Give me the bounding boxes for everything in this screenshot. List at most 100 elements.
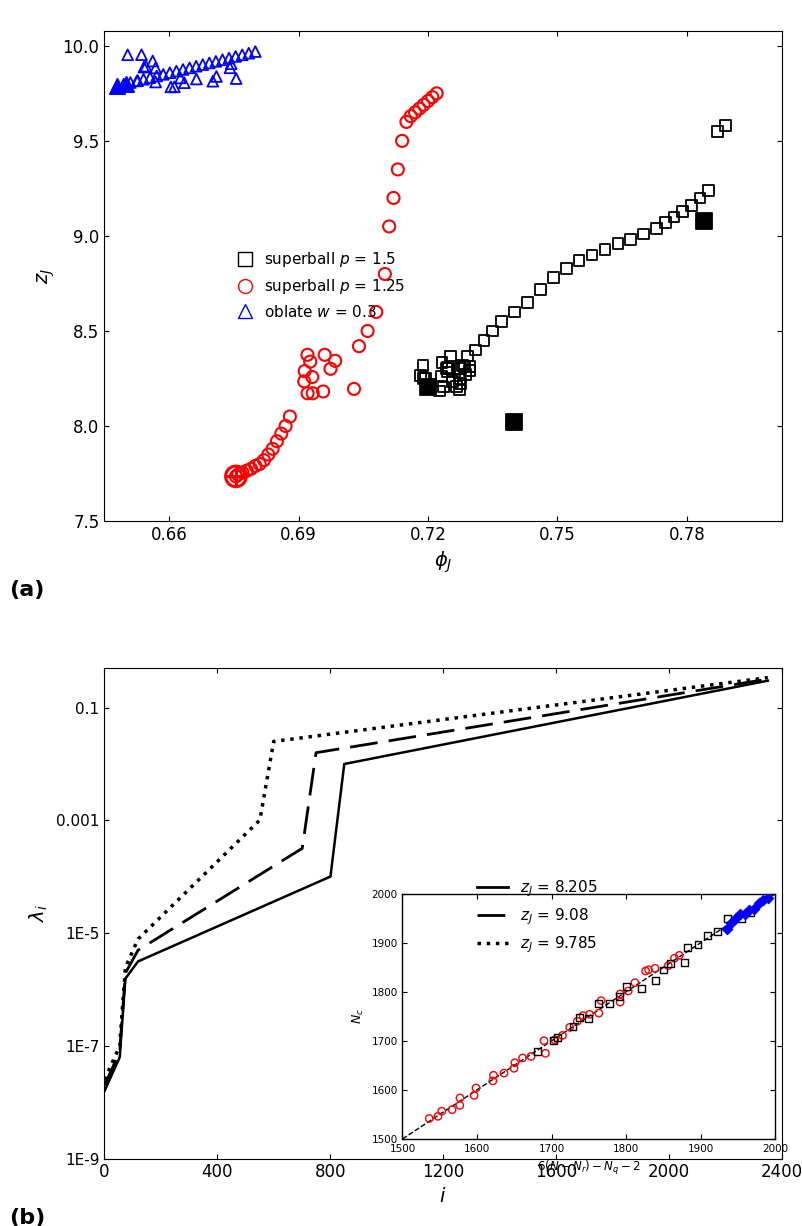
Point [117, 75, 130, 94]
Point [453, 370, 466, 390]
Point [119, 74, 132, 93]
Point [131, 71, 144, 91]
$z_J$ = 8.205 [383, 748, 392, 763]
Point [132, 71, 144, 91]
Point [659, 213, 672, 233]
Point [298, 362, 311, 381]
Point [478, 331, 491, 351]
Point [414, 365, 427, 385]
Point [461, 346, 474, 365]
Point [149, 58, 162, 77]
$z_J$ = 9.08 [99, 1078, 109, 1092]
Point [229, 47, 242, 66]
$z_J$ = 9.785 [681, 680, 691, 695]
Point [486, 321, 499, 341]
Point [157, 65, 170, 85]
Point [209, 51, 222, 71]
Point [216, 50, 229, 70]
Point [508, 302, 520, 321]
$z_J$ = 9.08 [763, 672, 772, 687]
Point [229, 467, 242, 487]
Point [413, 99, 426, 119]
Point [638, 224, 650, 244]
Point [203, 53, 216, 72]
Point [353, 336, 366, 356]
Point [391, 159, 404, 179]
Point [625, 230, 638, 250]
Point [149, 72, 162, 92]
Point [170, 61, 183, 81]
Point [245, 459, 257, 478]
$z_J$ = 8.205 [278, 890, 288, 905]
Point [144, 67, 156, 87]
Point [409, 103, 422, 123]
Point [190, 69, 203, 88]
Point [711, 121, 723, 141]
Point [168, 77, 180, 97]
Point [304, 352, 317, 371]
Point [435, 367, 448, 386]
Point [279, 416, 292, 435]
Point [241, 461, 253, 481]
Point [383, 217, 395, 237]
X-axis label: $i$: $i$ [439, 1187, 447, 1206]
Point [196, 55, 209, 75]
Point [329, 351, 342, 370]
Point [598, 239, 611, 259]
Y-axis label: $z_J$: $z_J$ [35, 268, 57, 283]
Point [443, 358, 456, 378]
Line: $z_J$ = 9.785: $z_J$ = 9.785 [104, 678, 768, 1080]
Point [685, 196, 698, 216]
Point [301, 345, 314, 364]
Point [508, 412, 520, 432]
Point [455, 374, 468, 394]
Point [419, 368, 432, 387]
Point [347, 379, 360, 398]
$z_J$ = 9.08 [578, 701, 588, 716]
Point [275, 424, 288, 444]
Point [283, 407, 296, 427]
Point [698, 211, 711, 230]
Point [694, 188, 707, 207]
Point [306, 384, 319, 403]
Point [318, 345, 331, 364]
Point [454, 358, 467, 378]
Text: (b): (b) [10, 1208, 46, 1226]
$z_J$ = 8.205 [578, 710, 588, 725]
Point [430, 83, 443, 103]
Point [317, 381, 330, 401]
Point [395, 131, 408, 151]
Point [229, 467, 242, 487]
$z_J$ = 9.785 [486, 706, 496, 721]
Point [183, 58, 196, 77]
Line: $z_J$ = 8.205: $z_J$ = 8.205 [104, 680, 768, 1091]
Point [138, 58, 151, 77]
$z_J$ = 8.205 [763, 673, 772, 688]
Point [387, 188, 400, 207]
Point [224, 58, 237, 77]
$z_J$ = 9.08 [681, 685, 691, 700]
Point [124, 72, 137, 92]
$z_J$ = 9.785 [578, 694, 588, 709]
Point [164, 63, 176, 82]
Point [150, 66, 163, 86]
Point [210, 66, 223, 86]
Point [146, 51, 159, 71]
Point [404, 107, 417, 126]
Point [370, 302, 383, 321]
Point [459, 364, 472, 384]
Point [458, 357, 471, 376]
Point [676, 201, 689, 221]
Point [464, 357, 476, 376]
Point [611, 234, 624, 254]
Point [140, 56, 152, 76]
Point [422, 378, 435, 397]
$z_J$ = 9.08 [278, 853, 288, 868]
Point [585, 245, 598, 265]
Point [719, 116, 732, 136]
Point [447, 371, 460, 391]
Point [324, 359, 337, 379]
Point [418, 368, 431, 387]
Point [178, 72, 191, 92]
Point [416, 356, 429, 375]
